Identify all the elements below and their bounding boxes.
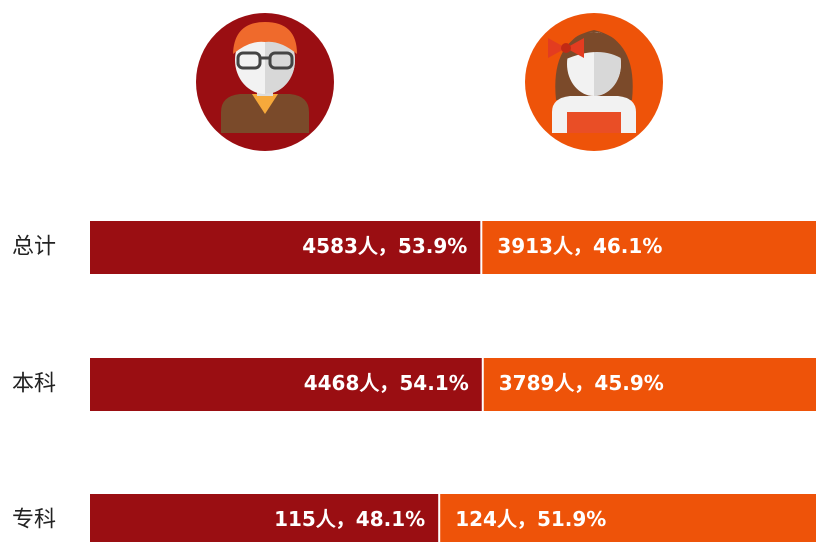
category-label: 本科 <box>12 372 56 397</box>
value-label: 115人，48.1% <box>274 507 425 531</box>
value-label: 3913人，46.1% <box>497 234 662 258</box>
male-icon <box>196 13 334 151</box>
separator <box>480 221 483 274</box>
separator <box>438 494 441 542</box>
value-label: 4468人，54.1% <box>304 371 469 395</box>
value-label: 3789人，45.9% <box>499 371 664 395</box>
bar-segment <box>90 358 483 411</box>
bar-segment <box>482 358 816 411</box>
female-icon <box>525 13 663 151</box>
bar-segment <box>90 494 440 542</box>
separator <box>481 358 484 411</box>
value-label: 124人，51.9% <box>455 507 606 531</box>
value-label: 4583人，53.9% <box>302 234 467 258</box>
bar-segment <box>90 221 482 274</box>
category-label: 专科 <box>12 508 56 533</box>
bar-segment <box>481 221 816 274</box>
bar-segment <box>439 494 816 542</box>
category-label: 总计 <box>12 235 56 260</box>
